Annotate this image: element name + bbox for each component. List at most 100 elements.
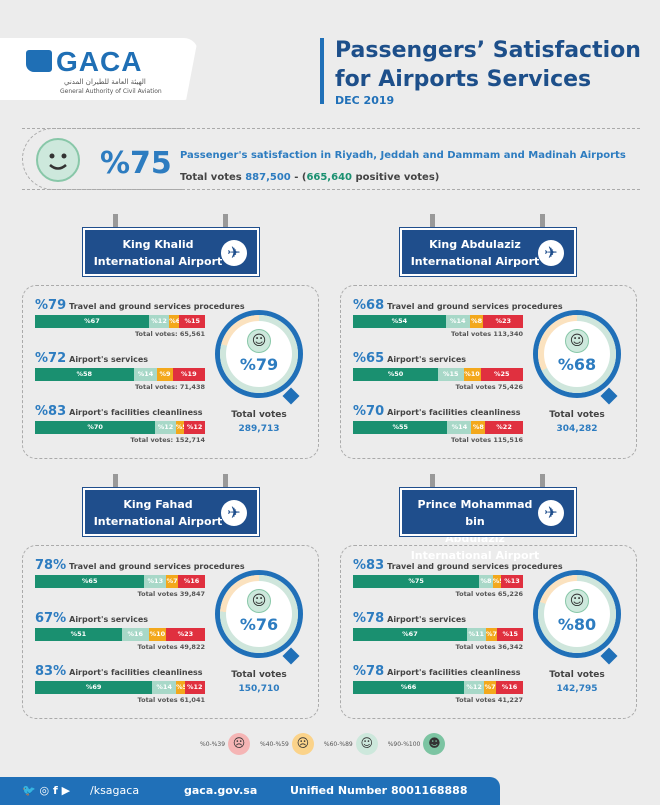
bar-segment-satisfied: %14 <box>445 315 470 328</box>
total-votes-value: 289,713 <box>238 424 280 434</box>
airplane-icon: ✈ <box>221 500 247 526</box>
service-label: Travel and ground services procedures <box>69 562 245 571</box>
stacked-bar: %69%14%5%12 <box>35 681 205 694</box>
bar-segment-dissatisfied: %19 <box>172 368 205 381</box>
bar-segment-very-satisfied: %65 <box>35 575 145 588</box>
date: DEC 2019 <box>335 94 395 107</box>
bar-segment-dissatisfied: %15 <box>179 315 205 328</box>
row-total-votes: Total votes 41,227 <box>455 696 523 704</box>
stacked-bar: %55 %14 %8 %22 <box>353 421 523 434</box>
legend-item: %40-%59 ☹ <box>260 733 314 755</box>
sign-post <box>540 214 545 228</box>
sign-post <box>540 474 545 488</box>
sign-post <box>113 214 118 228</box>
stacked-bar: %58 %14 %9 %19 <box>35 368 205 381</box>
legend-label: %0-%39 <box>200 740 226 748</box>
stacked-bar: %70%12%5%12 <box>35 421 205 434</box>
title-divider <box>320 38 324 104</box>
title-line-1: Passengers’ Satisfaction <box>335 38 641 63</box>
total-votes-value: 142,795 <box>556 684 598 694</box>
gaca-emblem-icon <box>26 50 52 72</box>
sad-face-icon: ☹ <box>291 733 314 755</box>
row-total-votes: Total votes 113,340 <box>451 330 523 338</box>
crying-face-icon: ☹ <box>228 733 251 755</box>
airport-overall-percent: %68 <box>557 355 597 374</box>
bar-segment-satisfied: %14 <box>447 421 472 434</box>
total-votes-label: Total votes <box>549 410 605 420</box>
bar-segment-satisfied: %11 <box>466 628 486 641</box>
bar-segment-dissatisfied: %25 <box>480 368 523 381</box>
summary-box-curve <box>22 128 182 190</box>
service-row: %79 Travel and ground services procedures… <box>35 298 245 338</box>
bar-segment-satisfied: %15 <box>438 368 464 381</box>
bar-segment-dissatisfied: %12 <box>184 421 205 434</box>
smile-face-icon <box>36 138 80 182</box>
bar-segment-very-satisfied: %55 <box>353 421 448 434</box>
airplane-icon: ✈ <box>221 240 247 266</box>
row-total-votes: Total votes 61,041 <box>137 696 205 704</box>
service-row: %70 Airport's facilities cleanliness %55 %1… <box>353 404 523 444</box>
service-percent: %70 <box>353 404 385 419</box>
stacked-bar: %67 %11 %7 %15 <box>353 628 523 641</box>
service-percent: %65 <box>353 351 385 366</box>
service-percent: 78% <box>35 558 67 573</box>
bar-segment-very-satisfied: %51 <box>35 628 122 641</box>
airport-name-line-1: Prince Mohammad bin <box>417 498 533 528</box>
social-icons[interactable]: 🐦 ◎ f ▶ <box>22 784 71 797</box>
bar-segment-dissatisfied: %23 <box>483 315 523 328</box>
airport-overall-percent: %80 <box>557 615 597 634</box>
row-total-votes: Total votes 39,847 <box>137 590 205 598</box>
airport-name-line-2: Abdulaziz International Airport <box>410 532 540 562</box>
bar-segment-dissatisfied: %15 <box>497 628 523 641</box>
airport-sign: King Fahad International Airport ✈ <box>82 487 260 537</box>
positive-votes-value: 665,640 <box>306 172 352 183</box>
website-link[interactable]: gaca.gov.sa <box>184 784 258 797</box>
bar-segment-very-satisfied: %75 <box>353 575 480 588</box>
row-total-votes: Total votes: 65,561 <box>134 330 205 338</box>
bar-segment-neutral: %5 <box>176 681 185 694</box>
summary-description: Passenger's satisfaction in Riyadh, Jedd… <box>180 150 626 161</box>
ring-center: ☺ %80 <box>544 581 610 647</box>
service-label: Airport's facilities cleanliness <box>69 408 203 417</box>
airport-overall-percent: %79 <box>239 355 279 374</box>
stacked-bar: %65 %13 %7 %16 <box>35 575 205 588</box>
row-total-votes: Total votes 115,516 <box>451 436 523 444</box>
service-row: 67% Airport's services %51 %16 %10 %23 Total v… <box>35 611 205 651</box>
bar-segment-dissatisfied: %16 <box>178 575 205 588</box>
smile-face-icon: ☺ <box>355 733 378 755</box>
bar-segment-satisfied: %12 <box>464 681 485 694</box>
service-label: Airport's facilities cleanliness <box>387 668 521 677</box>
unified-number: Unified Number 8001168888 <box>290 784 468 797</box>
total-votes-label: Total votes <box>180 172 242 183</box>
bar-segment-neutral: %6 <box>169 315 180 328</box>
logo-card: GACA الهيئة العامة للطيران المدني Genera… <box>0 38 198 100</box>
airport-panel: 78% Travel and ground services procedures… <box>22 545 319 719</box>
stacked-bar: %66 %12 %7 %16 <box>353 681 523 694</box>
bar-segment-neutral: %7 <box>485 628 498 641</box>
bar-segment-dissatisfied: %23 <box>165 628 205 641</box>
bar-segment-very-satisfied: %67 <box>353 628 467 641</box>
legend-label: %40-%59 <box>260 740 289 748</box>
airport-name-line-1: King Khalid <box>122 238 194 251</box>
service-row: %72 Airport's services %58 %14 %9 %19 Total vo… <box>35 351 205 391</box>
bar-segment-satisfied: %8 <box>479 575 493 588</box>
bar-segment-dissatisfied: %13 <box>501 575 523 588</box>
bar-segment-neutral: %9 <box>157 368 173 381</box>
service-percent: %78 <box>353 664 385 679</box>
airport-panel: %83 Travel and ground services procedures… <box>340 545 637 719</box>
service-percent: %72 <box>35 351 67 366</box>
row-total-votes: Total votes: 152,714 <box>130 436 205 444</box>
row-total-votes: Total votes 65,226 <box>455 590 523 598</box>
bar-segment-satisfied: %14 <box>152 681 177 694</box>
service-percent: 67% <box>35 611 67 626</box>
sign-post <box>113 474 118 488</box>
sign-post <box>430 214 435 228</box>
logo-arabic: الهيئة العامة للطيران المدني <box>64 78 146 86</box>
service-row: %78 Airport's facilities cleanliness %66 %1… <box>353 664 523 704</box>
total-votes-label: Total votes <box>549 670 605 680</box>
stacked-bar: %67 %12 %6 %15 <box>35 315 205 328</box>
sign-post <box>223 474 228 488</box>
airport-name-line-2: International Airport <box>410 255 540 268</box>
social-handle[interactable]: /ksagaca <box>90 784 140 797</box>
smile-face-icon: ☺ <box>565 589 589 613</box>
